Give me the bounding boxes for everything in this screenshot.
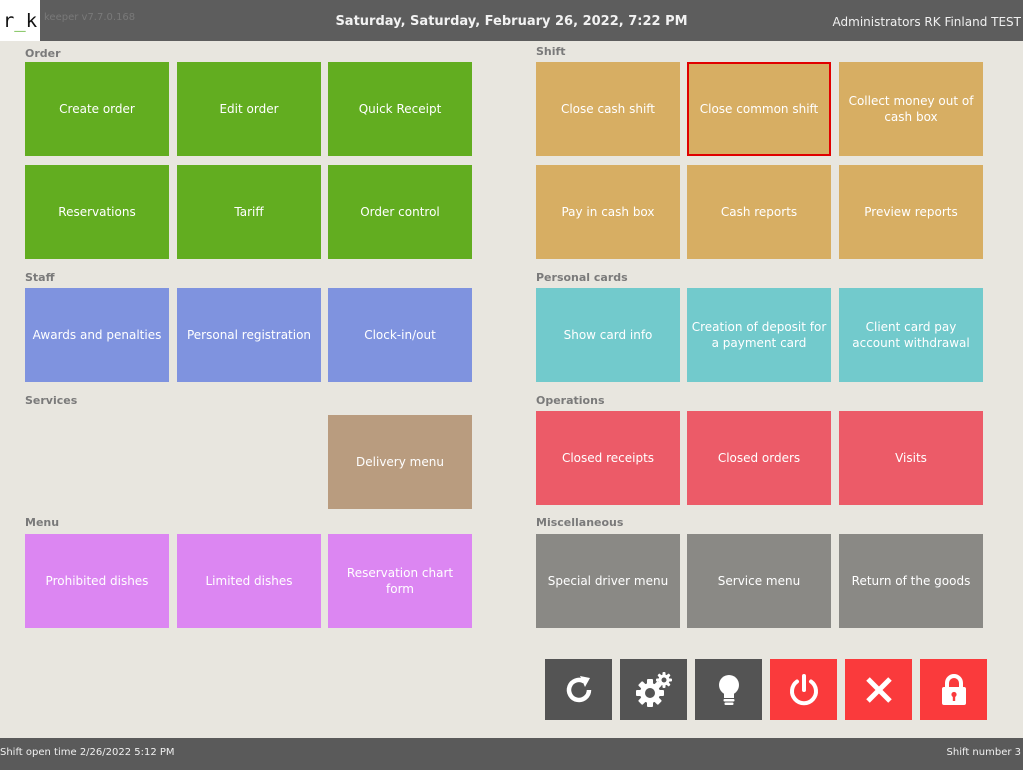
status-bar: Shift open time 2/26/2022 5:12 PM Shift … <box>0 738 1023 770</box>
delivery-menu-button[interactable]: Delivery menu <box>328 415 472 509</box>
collect-money-button[interactable]: Collect money out of cash box <box>839 62 983 156</box>
shift-open-time: Shift open time 2/26/2022 5:12 PM <box>0 747 175 758</box>
section-miscellaneous: Miscellaneous <box>536 516 624 529</box>
power-icon <box>789 673 818 705</box>
quick-receipt-button[interactable]: Quick Receipt <box>328 62 472 156</box>
cash-reports-button[interactable]: Cash reports <box>687 165 831 259</box>
refresh-button[interactable] <box>545 659 612 720</box>
personal-registration-button[interactable]: Personal registration <box>177 288 321 382</box>
tariff-button[interactable]: Tariff <box>177 165 321 259</box>
service-menu-button[interactable]: Service menu <box>687 534 831 628</box>
closed-receipts-button[interactable]: Closed receipts <box>536 411 680 505</box>
close-button[interactable] <box>845 659 912 720</box>
section-personal-cards: Personal cards <box>536 271 628 284</box>
reservation-chart-form-button[interactable]: Reservation chart form <box>328 534 472 628</box>
section-menu: Menu <box>25 516 60 529</box>
close-cash-shift-button[interactable]: Close cash shift <box>536 62 680 156</box>
lock-icon <box>941 673 966 705</box>
section-shift: Shift <box>536 45 566 58</box>
edit-order-button[interactable]: Edit order <box>177 62 321 156</box>
rk-logo: r_k <box>0 0 40 41</box>
show-card-info-button[interactable]: Show card info <box>536 288 680 382</box>
pay-in-cash-box-button[interactable]: Pay in cash box <box>536 165 680 259</box>
visits-button[interactable]: Visits <box>839 411 983 505</box>
creation-of-deposit-button[interactable]: Creation of deposit for a payment card <box>687 288 831 382</box>
title-bar: r_k keeper v7.7.0.168 Saturday, Saturday… <box>0 0 1023 41</box>
order-control-button[interactable]: Order control <box>328 165 472 259</box>
close-icon <box>865 676 892 703</box>
clock-in-out-button[interactable]: Clock-in/out <box>328 288 472 382</box>
current-user: Administrators RK Finland TEST <box>832 15 1021 29</box>
section-operations: Operations <box>536 394 605 407</box>
prohibited-dishes-button[interactable]: Prohibited dishes <box>25 534 169 628</box>
gears-icon <box>635 671 672 707</box>
power-button[interactable] <box>770 659 837 720</box>
special-driver-menu-button[interactable]: Special driver menu <box>536 534 680 628</box>
closed-orders-button[interactable]: Closed orders <box>687 411 831 505</box>
shift-number: Shift number 3 <box>946 747 1021 758</box>
create-order-button[interactable]: Create order <box>25 62 169 156</box>
section-order: Order <box>25 47 61 60</box>
current-datetime: Saturday, Saturday, February 26, 2022, 7… <box>335 14 688 29</box>
refresh-icon <box>566 675 591 702</box>
version-label: keeper v7.7.0.168 <box>44 12 136 23</box>
lightbulb-icon <box>718 674 739 705</box>
preview-reports-button[interactable]: Preview reports <box>839 165 983 259</box>
lock-button[interactable] <box>920 659 987 720</box>
section-staff: Staff <box>25 271 55 284</box>
limited-dishes-button[interactable]: Limited dishes <box>177 534 321 628</box>
section-services: Services <box>25 394 78 407</box>
awards-penalties-button[interactable]: Awards and penalties <box>25 288 169 382</box>
reservations-button[interactable]: Reservations <box>25 165 169 259</box>
settings-button[interactable] <box>620 659 687 720</box>
close-common-shift-button[interactable]: Close common shift <box>687 62 831 156</box>
hint-button[interactable] <box>695 659 762 720</box>
return-of-goods-button[interactable]: Return of the goods <box>839 534 983 628</box>
client-card-withdrawal-button[interactable]: Client card pay account withdrawal <box>839 288 983 382</box>
